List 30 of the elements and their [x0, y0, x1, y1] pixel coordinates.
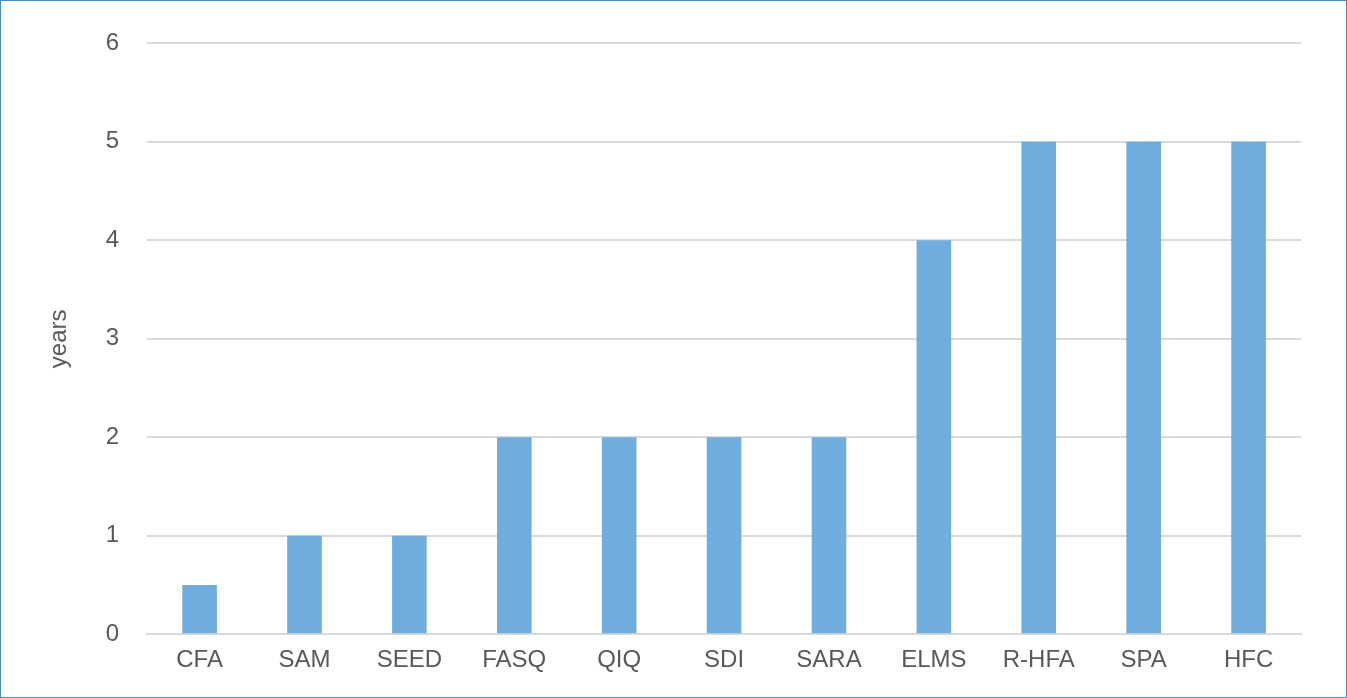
x-tick-label: HFC	[1223, 645, 1274, 673]
y-tick-label: 4	[105, 224, 120, 252]
y-tick-label: 3	[105, 323, 120, 351]
x-tick-label: R-HFA	[1002, 645, 1075, 673]
x-tick-label: SAM	[278, 645, 331, 673]
bar	[1126, 141, 1161, 634]
x-tick-label: SEED	[376, 645, 443, 673]
x-tick-label: SPA	[1120, 645, 1167, 673]
y-tick-label: 5	[105, 126, 120, 154]
bar	[1021, 141, 1057, 634]
bar	[1231, 141, 1266, 634]
x-tick-label: ELMS	[901, 645, 967, 673]
y-tick-label: 2	[105, 421, 120, 449]
bar	[706, 437, 742, 634]
bar	[287, 535, 322, 634]
x-tick-label: FASQ	[482, 645, 547, 673]
x-tick-label: SARA	[796, 645, 862, 673]
y-tick-label: 0	[105, 618, 120, 646]
bar	[916, 240, 952, 634]
bar	[601, 437, 637, 634]
x-tick-label: SDI	[704, 645, 745, 673]
y-axis-title: years	[44, 309, 72, 369]
x-tick-label: QIQ	[597, 645, 642, 673]
bar	[811, 437, 847, 634]
x-tick-label: CFA	[176, 645, 223, 673]
y-tick-label: 1	[105, 520, 120, 548]
bar	[392, 535, 427, 634]
bar	[496, 437, 532, 634]
bar	[182, 584, 217, 634]
y-tick-label: 6	[105, 28, 120, 56]
